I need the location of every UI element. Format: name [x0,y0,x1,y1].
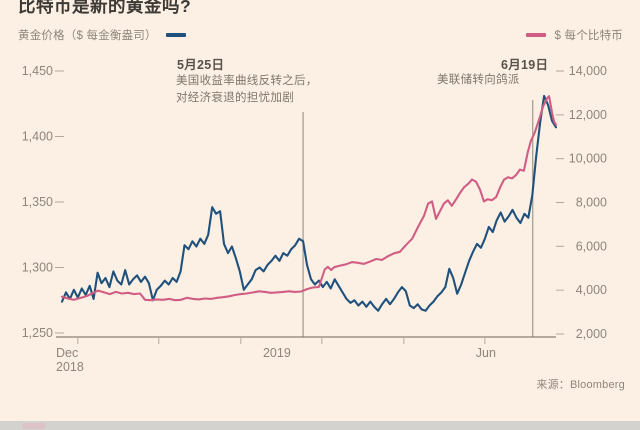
x-axis-label: 2018 [56,360,84,374]
right-axis-tick-label: 6,000 [576,239,607,253]
annotation-date-2: 6月19日 [501,58,549,72]
right-axis-tick-label: 2,000 [576,327,607,341]
right-axis-tick-label: 4,000 [576,283,607,297]
chart-title: 比特币是新的黄金吗? [18,0,192,16]
source-credit: 来源：Bloomberg [536,379,625,391]
bitcoin-price-line [60,95,558,302]
right-axis-tick-label: 10,000 [569,152,607,166]
x-axis-label: Jun [476,346,496,360]
horizontal-scrollbar-track[interactable] [0,421,640,430]
x-axis-label: 2019 [263,346,291,360]
gold-price-line [60,94,558,312]
bitcoin-line-swatch [525,33,546,37]
annotation-text-1: 美国收益率曲线反转之后， 对经济衰退的担忧加剧 [176,75,318,104]
legend-gold: 黄金价格（$ 每金衡盎司） [18,27,186,43]
annotation-date-1: 5月25日 [177,58,225,72]
left-axis-tick-label: 1,350 [22,195,53,209]
right-axis-tick-label: 14,000 [569,64,607,78]
scrollbar-thumb-smudge [22,423,46,429]
legend-bitcoin-label: $ 每个比特币 [554,30,623,42]
left-axis-tick-label: 1,250 [22,326,53,340]
right-axis-tick-label: 12,000 [569,108,607,122]
legend-bitcoin: $ 每个比特币 [525,27,624,43]
right-axis-tick-label: 8,000 [576,196,607,210]
legend-gold-label: 黄金价格（$ 每金衡盎司） [18,30,157,42]
gold-line-swatch [165,33,186,37]
left-axis-tick-label: 1,450 [22,64,53,78]
left-axis-tick-label: 1,300 [22,261,53,275]
annotation-text-2: 美联储转向鸽派 [437,74,520,86]
x-axis-label: Dec [56,346,78,360]
left-axis-tick-label: 1,400 [22,130,53,144]
